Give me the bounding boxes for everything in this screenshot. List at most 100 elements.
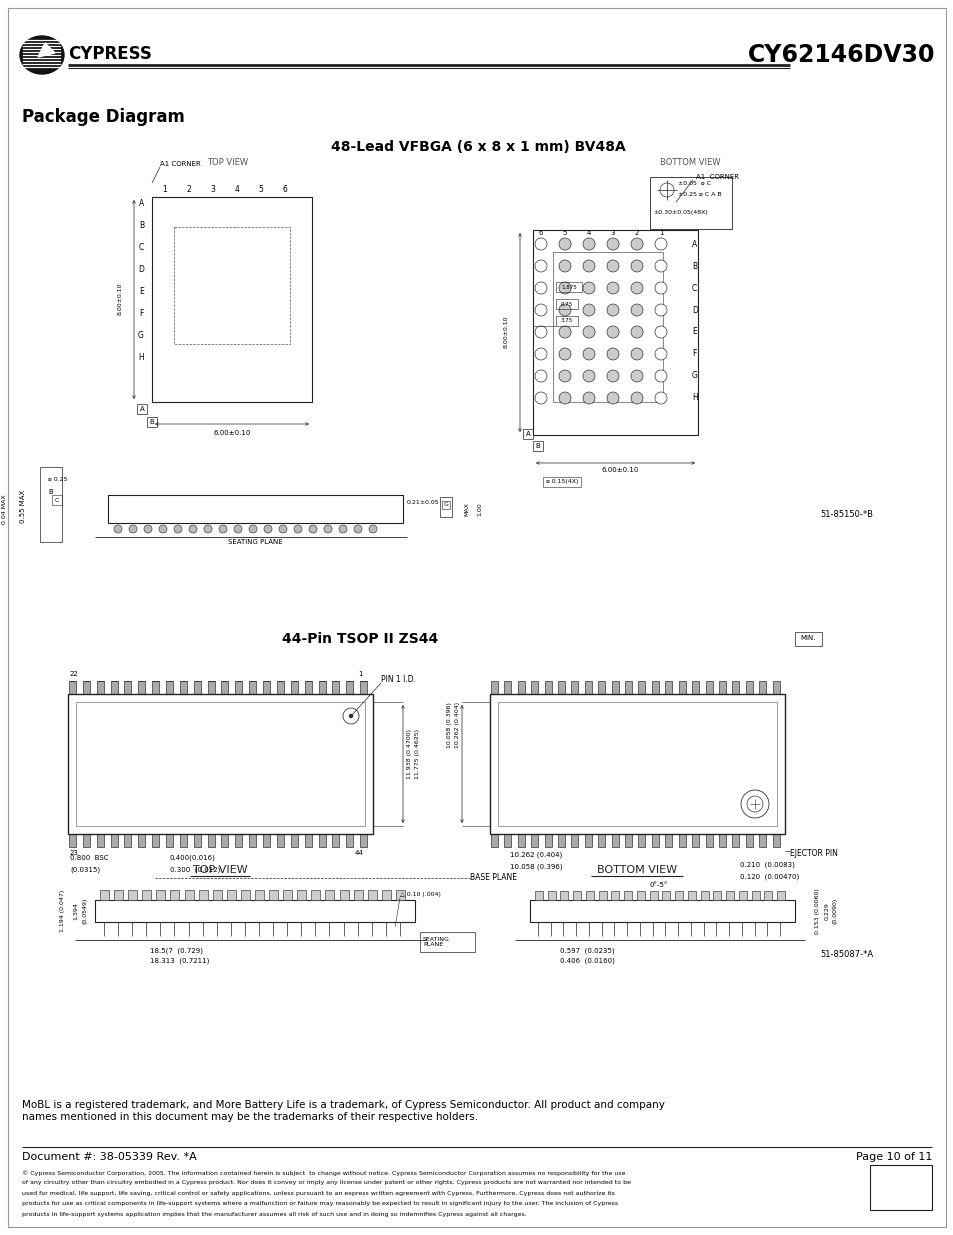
- Bar: [254, 890, 264, 900]
- Bar: [138, 834, 145, 847]
- Circle shape: [582, 238, 595, 249]
- Circle shape: [655, 261, 666, 272]
- Bar: [276, 834, 284, 847]
- Text: 0.210  (0.0083): 0.210 (0.0083): [740, 862, 794, 868]
- Bar: [759, 834, 765, 847]
- Bar: [692, 834, 699, 847]
- Text: 48-Lead VFBGA (6 x 8 x 1 mm) BV48A: 48-Lead VFBGA (6 x 8 x 1 mm) BV48A: [331, 140, 625, 154]
- Bar: [147, 417, 157, 427]
- Text: used for medical, life support, life saving, critical control or safety applicat: used for medical, life support, life sav…: [22, 1191, 615, 1195]
- Bar: [100, 890, 109, 900]
- Text: 18.313  (0.7211): 18.313 (0.7211): [150, 958, 209, 965]
- Bar: [675, 890, 682, 900]
- Bar: [283, 890, 292, 900]
- Text: B: B: [691, 262, 697, 270]
- Text: 8.00±0.10: 8.00±0.10: [503, 316, 508, 348]
- Circle shape: [144, 525, 152, 534]
- Bar: [332, 680, 339, 694]
- Bar: [381, 890, 391, 900]
- Bar: [137, 404, 147, 414]
- Circle shape: [309, 525, 316, 534]
- Bar: [96, 680, 104, 694]
- Text: © Cypress Semiconductor Corporation, 2005. The information contained herein is s: © Cypress Semiconductor Corporation, 200…: [22, 1170, 625, 1176]
- Bar: [439, 496, 452, 517]
- Text: A: A: [691, 240, 697, 248]
- Circle shape: [354, 525, 361, 534]
- Bar: [544, 834, 551, 847]
- Bar: [649, 177, 731, 228]
- Circle shape: [558, 304, 571, 316]
- Bar: [360, 834, 367, 847]
- Bar: [530, 900, 794, 923]
- Circle shape: [219, 525, 227, 534]
- Bar: [638, 680, 645, 694]
- Bar: [198, 890, 208, 900]
- Bar: [128, 890, 137, 900]
- Bar: [584, 680, 591, 694]
- Bar: [598, 680, 604, 694]
- Bar: [354, 890, 362, 900]
- Circle shape: [630, 348, 642, 359]
- Text: (0.0090): (0.0090): [832, 898, 837, 924]
- Bar: [276, 680, 284, 694]
- Bar: [678, 834, 685, 847]
- Bar: [571, 680, 578, 694]
- Circle shape: [558, 282, 571, 294]
- Bar: [291, 680, 297, 694]
- Text: Document #: 38-05339 Rev. *A: Document #: 38-05339 Rev. *A: [22, 1152, 196, 1162]
- Text: 6.00±0.10: 6.00±0.10: [600, 467, 638, 473]
- Bar: [221, 680, 229, 694]
- Text: CY62146DV30: CY62146DV30: [747, 43, 934, 67]
- Bar: [152, 198, 312, 403]
- Bar: [249, 834, 256, 847]
- Circle shape: [535, 348, 546, 359]
- Text: TOP VIEW: TOP VIEW: [207, 158, 249, 167]
- Text: 1: 1: [162, 185, 167, 194]
- Text: 2: 2: [634, 230, 639, 236]
- Bar: [346, 834, 353, 847]
- Text: 0.55 MAX: 0.55 MAX: [20, 490, 26, 524]
- Text: 1: 1: [358, 671, 363, 677]
- Bar: [544, 680, 551, 694]
- Bar: [311, 890, 320, 900]
- Bar: [96, 834, 104, 847]
- Circle shape: [369, 525, 376, 534]
- Bar: [83, 834, 90, 847]
- Bar: [611, 834, 618, 847]
- Text: ⌀ 0.15(4X): ⌀ 0.15(4X): [545, 479, 578, 484]
- Circle shape: [606, 304, 618, 316]
- Text: 0.400(0.016): 0.400(0.016): [170, 855, 215, 862]
- Circle shape: [558, 261, 571, 272]
- Bar: [547, 890, 556, 900]
- Bar: [419, 932, 475, 952]
- Text: 0.229: 0.229: [824, 902, 829, 920]
- Bar: [208, 680, 214, 694]
- Text: 10.058 (0.396): 10.058 (0.396): [510, 864, 562, 871]
- Text: H: H: [691, 394, 697, 403]
- Circle shape: [655, 391, 666, 404]
- Text: 0.153 (0.0060): 0.153 (0.0060): [814, 888, 820, 934]
- Circle shape: [655, 370, 666, 382]
- Circle shape: [630, 304, 642, 316]
- Bar: [725, 890, 734, 900]
- Text: (0.0549): (0.0549): [83, 898, 88, 924]
- Bar: [269, 890, 277, 900]
- Circle shape: [606, 282, 618, 294]
- Bar: [584, 834, 591, 847]
- Circle shape: [113, 525, 122, 534]
- Circle shape: [630, 326, 642, 338]
- Bar: [69, 834, 76, 847]
- Text: 1: 1: [659, 230, 662, 236]
- Text: TOP VIEW: TOP VIEW: [193, 864, 247, 876]
- Text: EJECTOR PIN: EJECTOR PIN: [789, 848, 837, 858]
- Bar: [114, 890, 123, 900]
- Circle shape: [582, 391, 595, 404]
- Bar: [367, 890, 376, 900]
- Circle shape: [630, 261, 642, 272]
- Text: ⌀ 0.25: ⌀ 0.25: [48, 477, 68, 482]
- Circle shape: [630, 282, 642, 294]
- Bar: [558, 834, 564, 847]
- Text: D: D: [691, 305, 698, 315]
- Bar: [678, 680, 685, 694]
- Text: B: B: [139, 221, 144, 230]
